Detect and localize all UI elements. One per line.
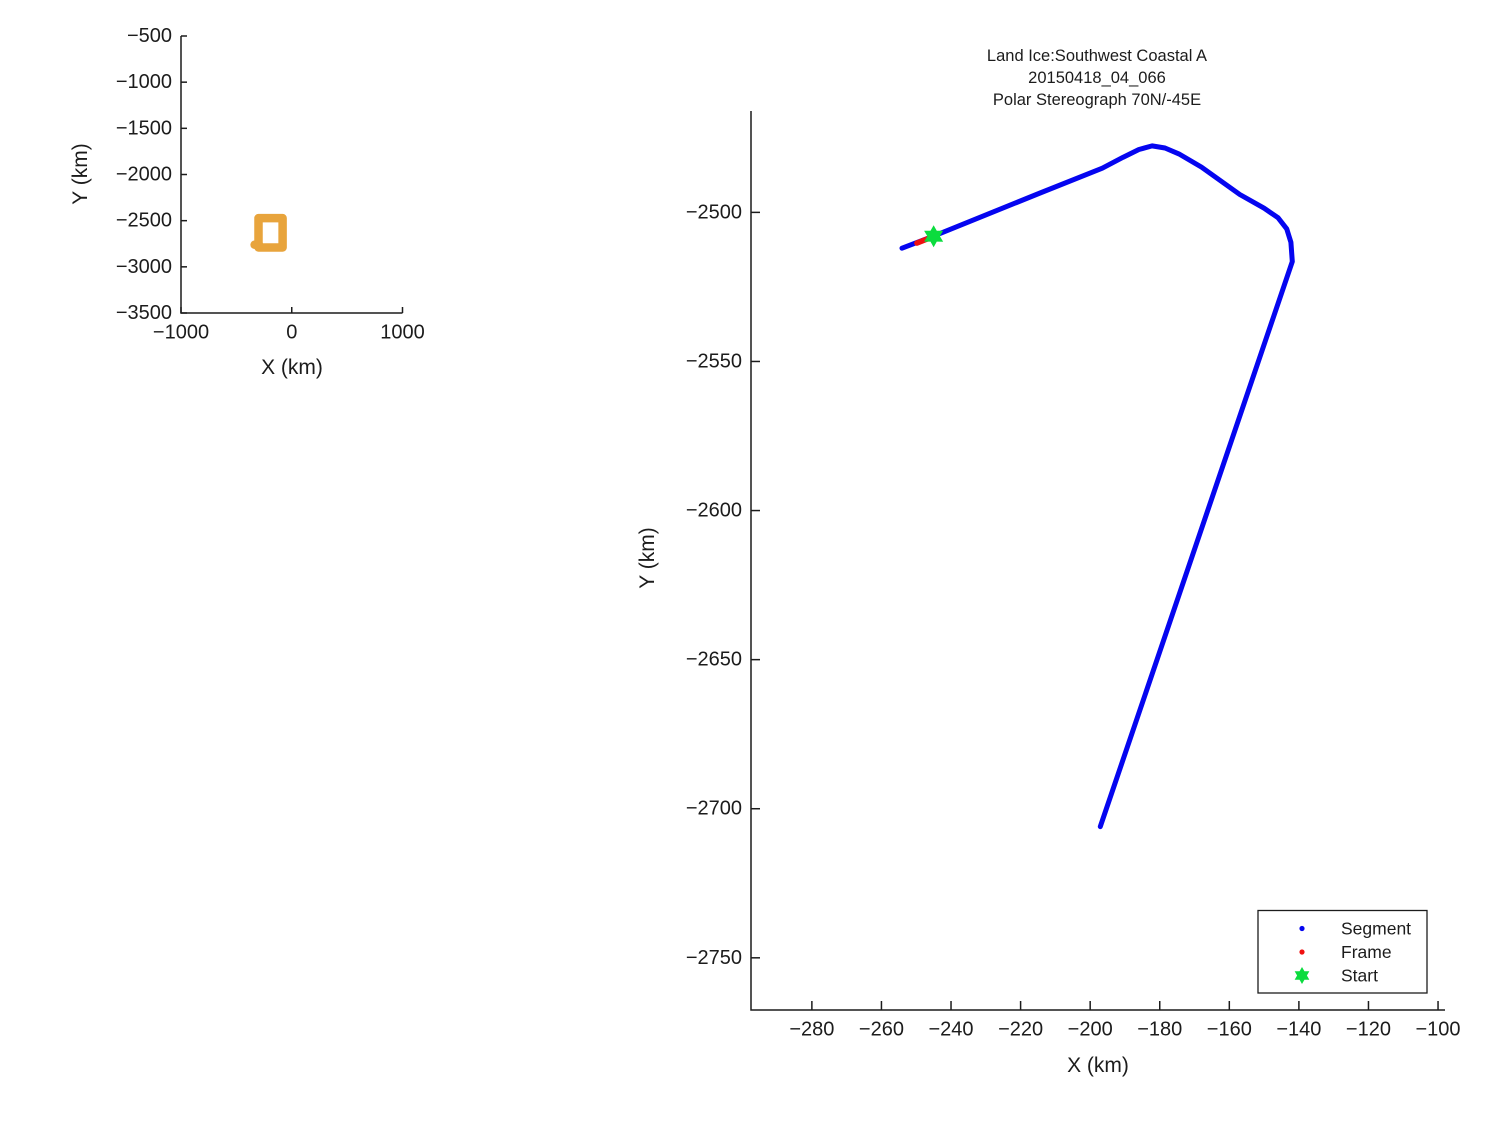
overview-xlabel: X (km) [261,356,323,379]
y-tick-label: −2550 [686,350,742,372]
y-tick-label: −1000 [116,71,172,93]
y-tick-label: −2500 [116,210,172,232]
x-tick-label: 0 [286,322,297,344]
legend-frame-label: Frame [1341,942,1392,962]
legend-segment-marker-icon [1299,925,1305,932]
x-tick-label: −220 [998,1019,1043,1041]
axis-spines [180,36,403,314]
main-title-line-3: Polar Stereograph 70N/-45E [993,91,1201,109]
main-ylabel: Y (km) [636,527,659,588]
legend-start-label: Start [1341,966,1378,986]
x-tick-label: −160 [1207,1019,1252,1041]
x-tick-label: −120 [1346,1019,1391,1041]
y-tick-label: −500 [127,25,172,47]
main-xlabel: X (km) [1067,1054,1129,1077]
segment-path [899,143,1295,830]
overview-ylabel: Y (km) [69,143,92,204]
y-tick-label: −2750 [686,947,742,969]
x-tick-label: −200 [1068,1019,1113,1041]
legend-frame-marker-icon [1299,949,1305,955]
main-title-line-1: Land Ice:Southwest Coastal A [987,47,1207,65]
x-tick-label: −240 [928,1019,973,1041]
overview-plot: −1000 0 1000 −500 −1000 −1500 −2000 −2500 −3000 −… [116,25,425,344]
x-tick-label: −100 [1416,1019,1461,1041]
y-tick-label: −3500 [116,302,172,324]
y-tick-label: −2700 [686,798,742,820]
x-tick-label: −280 [789,1019,834,1041]
axis-spines [750,111,1445,1011]
y-tick-label: −2650 [686,649,742,671]
start-marker [924,225,944,248]
main-plot: −280 −260 −240 −220 −200 −180 −160 −140 −120 −100… [686,111,1461,1041]
y-tick-label: −2500 [686,201,742,223]
legend-start-marker-icon [1294,967,1310,984]
x-tick-label: −140 [1276,1019,1321,1041]
main-title-line-2: 20150418_04_066 [1028,69,1166,87]
full-survey-track-outline-path [254,213,287,252]
legend-box [1257,909,1428,994]
x-tick-label: −180 [1137,1019,1182,1041]
x-tick-label: −260 [859,1019,904,1041]
x-tick-label: 1000 [380,322,425,344]
y-tick-label: −3000 [116,256,172,278]
x-tick-label: −1000 [153,322,209,344]
y-tick-label: −2600 [686,500,742,522]
y-tick-label: −2000 [116,164,172,186]
legend-segment-label: Segment [1341,919,1411,939]
legend: Segment Frame Start [1257,909,1428,994]
y-tick-label: −1500 [116,117,172,139]
